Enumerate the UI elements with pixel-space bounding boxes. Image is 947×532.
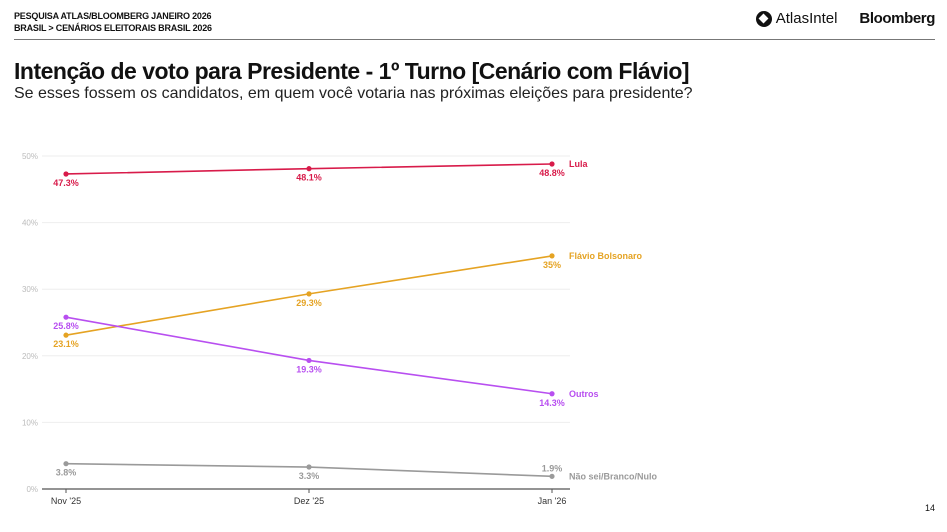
y-tick-label: 0% (26, 485, 38, 494)
series-label: Outros (569, 389, 599, 399)
survey-title: PESQUISA ATLAS/BLOOMBERG JANEIRO 2026 (14, 11, 212, 21)
data-point (306, 357, 312, 364)
page-subtitle: Se esses fossem os candidatos, em quem v… (14, 85, 693, 102)
data-point (306, 166, 312, 172)
data-point (549, 473, 555, 479)
page-title: Intenção de voto para Presidente - 1º Tu… (14, 58, 690, 84)
x-tick-label: Nov '25 (51, 496, 81, 506)
data-label: 14.3% (539, 398, 565, 408)
data-label: 47.3% (53, 178, 79, 188)
y-tick-label: 20% (22, 352, 38, 361)
header-divider (14, 39, 935, 40)
data-label: 29.3% (296, 298, 322, 308)
series-label: Não sei/Branco/Nulo (569, 471, 658, 481)
data-point (306, 291, 312, 297)
data-label: 25.8% (53, 321, 79, 331)
atlas-logo-text: AtlasIntel (775, 10, 838, 27)
data-point (549, 391, 555, 397)
y-tick-label: 30% (22, 285, 38, 294)
data-label: 3.3% (299, 471, 320, 481)
atlasintel-logo: AtlasIntel (755, 10, 838, 27)
data-point (306, 464, 312, 470)
atlas-logo-icon (755, 10, 772, 27)
data-point (63, 314, 69, 320)
data-label: 19.3% (296, 364, 322, 374)
series-label: Flávio Bolsonaro (569, 251, 643, 261)
data-point (549, 253, 555, 259)
y-tick-label: 10% (22, 418, 38, 427)
series-label: Lula (569, 159, 588, 169)
data-label: 23.1% (53, 339, 79, 349)
y-tick-label: 40% (22, 219, 38, 228)
x-tick-label: Jan '26 (538, 496, 567, 506)
data-point (63, 332, 69, 338)
data-label: 3.8% (56, 468, 77, 478)
logos: AtlasIntel Bloomberg (755, 10, 935, 27)
data-label: 48.8% (539, 168, 565, 178)
data-point (63, 461, 69, 467)
y-tick-label: 50% (22, 152, 38, 161)
data-label: 48.1% (296, 173, 322, 183)
data-point (63, 171, 69, 177)
data-label: 1.9% (542, 463, 563, 473)
data-point (549, 161, 555, 167)
breadcrumb: BRASIL > CENÁRIOS ELEITORAIS BRASIL 2026 (14, 23, 212, 33)
bloomberg-logo: Bloomberg (859, 10, 935, 27)
x-tick-label: Dez '25 (294, 496, 324, 506)
page-number: 14 (924, 503, 935, 513)
data-label: 35% (543, 260, 561, 270)
